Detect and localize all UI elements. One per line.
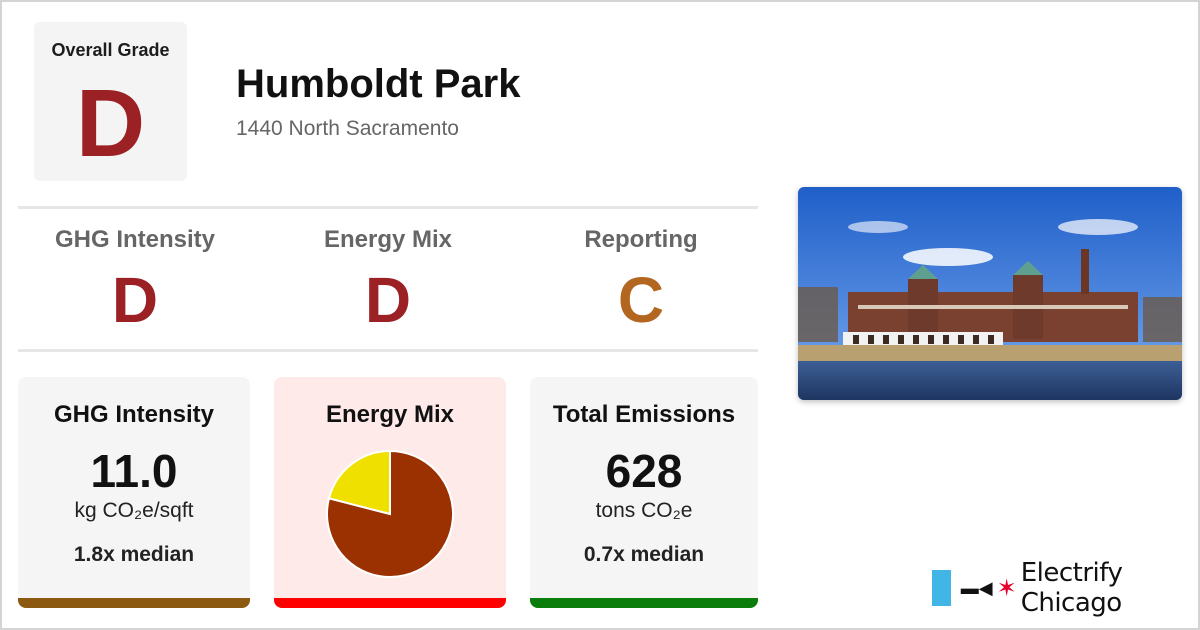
energy-mix-pie (326, 449, 454, 578)
overall-grade-letter: D (75, 70, 146, 177)
card-title: Total Emissions (552, 401, 736, 428)
building-name: Humboldt Park (236, 62, 521, 106)
subgrade-letter: C (617, 264, 665, 336)
energy-mix-bar (274, 598, 506, 608)
subgrade-label: Reporting (584, 226, 698, 253)
divider-bottom (18, 349, 758, 352)
subgrade-letter: D (364, 264, 412, 336)
divider-top (18, 206, 758, 209)
brand-name: Electrify Chicago (1020, 558, 1123, 618)
ghg-intensity-card: GHG Intensity 11.0 kg CO₂e/sqft 1.8x med… (18, 377, 250, 608)
total-emissions-bar (530, 598, 758, 608)
pie-slice-1 (327, 449, 391, 516)
electrify-chicago-logo: ▬◀ ✶ Electrify Chicago (932, 558, 1200, 618)
card-title: GHG Intensity (53, 401, 215, 428)
plug-icon: ▬◀ (960, 577, 993, 598)
subgrade-letter: D (111, 264, 159, 336)
total-emissions-unit: tons CO₂e (595, 499, 693, 522)
subgrade-label: GHG Intensity (54, 226, 216, 253)
ghg-intensity-median: 1.8x median (73, 543, 195, 566)
ghg-intensity-value: 11.0 (90, 445, 178, 497)
building-photo (798, 187, 1182, 400)
flag-stripe-icon (932, 570, 951, 606)
total-emissions-card: Total Emissions 628 tons CO₂e 0.7x media… (530, 377, 758, 608)
energy-mix-card: Energy Mix (274, 377, 506, 608)
subgrade-energy-mix: Energy Mix D (263, 226, 513, 332)
building-address: 1440 North Sacramento (236, 117, 459, 140)
ghg-intensity-unit: kg CO₂e/sqft (74, 499, 194, 522)
card-title: Energy Mix (325, 401, 455, 428)
subgrade-ghg-intensity: GHG Intensity D (10, 226, 260, 332)
total-emissions-median: 0.7x median (583, 543, 705, 566)
overall-grade-label: Overall Grade (51, 40, 170, 60)
chicago-star-icon: ✶ (996, 574, 1017, 602)
ghg-intensity-bar (18, 598, 250, 608)
subgrade-label: Energy Mix (323, 226, 453, 253)
overall-grade-box: Overall Grade D (34, 22, 187, 181)
total-emissions-value: 628 (605, 445, 683, 497)
subgrade-reporting: Reporting C (516, 226, 766, 332)
